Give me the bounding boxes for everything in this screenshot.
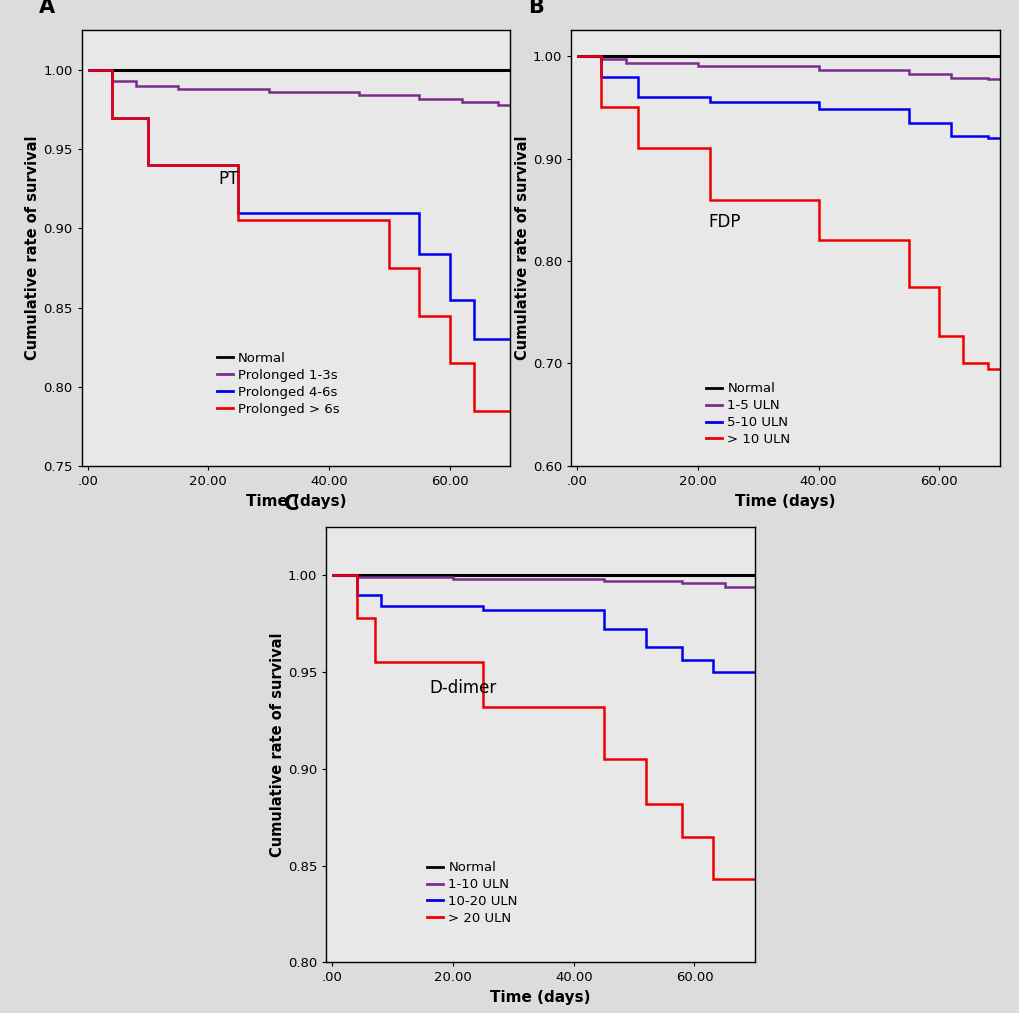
Legend: Normal, Prolonged 1-3s, Prolonged 4-6s, Prolonged > 6s: Normal, Prolonged 1-3s, Prolonged 4-6s, … [216,352,339,415]
X-axis label: Time (days): Time (days) [490,990,590,1005]
Y-axis label: Cumulative rate of survival: Cumulative rate of survival [25,136,41,361]
Legend: Normal, 1-5 ULN, 5-10 ULN, > 10 ULN: Normal, 1-5 ULN, 5-10 ULN, > 10 ULN [705,383,790,447]
Legend: Normal, 1-10 ULN, 10-20 ULN, > 20 ULN: Normal, 1-10 ULN, 10-20 ULN, > 20 ULN [427,861,518,925]
Text: D-dimer: D-dimer [429,680,496,697]
Text: C: C [283,493,299,514]
X-axis label: Time (days): Time (days) [246,493,345,509]
Y-axis label: Cumulative rate of survival: Cumulative rate of survival [270,632,285,857]
Y-axis label: Cumulative rate of survival: Cumulative rate of survival [515,136,530,361]
Text: PT: PT [218,170,238,187]
Text: FDP: FDP [707,214,740,231]
X-axis label: Time (days): Time (days) [735,493,835,509]
Text: A: A [39,0,55,17]
Text: B: B [528,0,544,17]
